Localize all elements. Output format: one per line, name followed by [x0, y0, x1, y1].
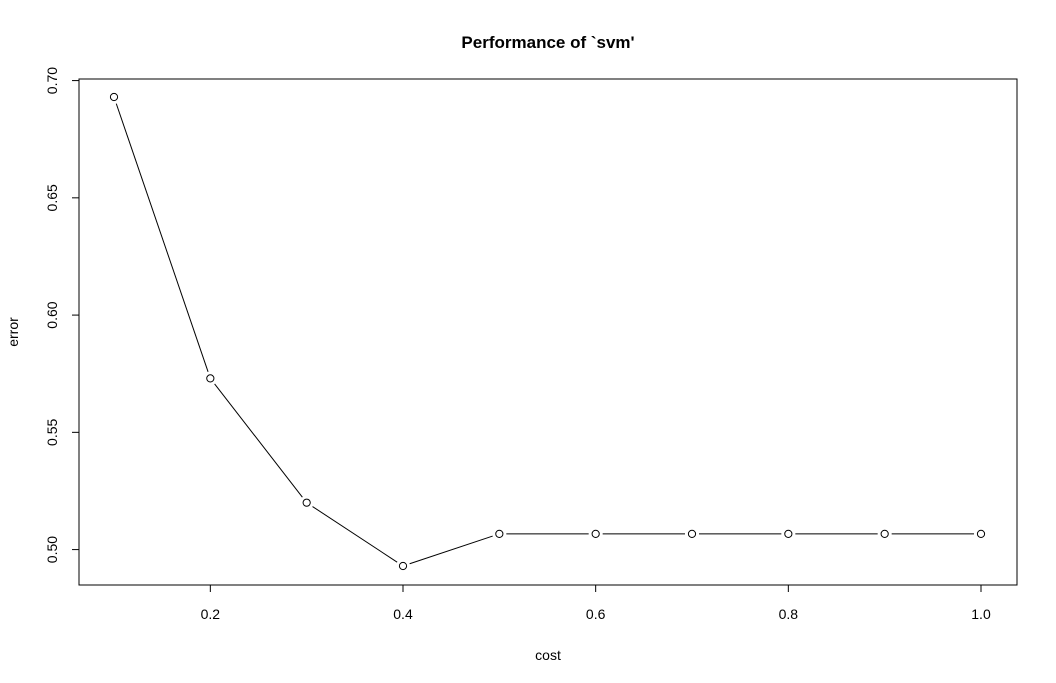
y-tick-label: 0.70 [44, 67, 60, 94]
data-point [302, 498, 311, 507]
data-point [109, 92, 119, 102]
line-segment [312, 506, 398, 563]
y-axis-label: error [5, 317, 21, 347]
y-tick-label: 0.60 [44, 301, 60, 328]
y-tick-label: 0.55 [44, 418, 60, 445]
data-point [784, 529, 793, 538]
y-tick-label: 0.65 [44, 184, 60, 211]
data-point [206, 374, 215, 383]
chart-title: Performance of `svm' [461, 33, 634, 52]
series-line [115, 103, 974, 565]
data-point [880, 529, 889, 538]
line-segment [115, 103, 209, 372]
plot-frame [78, 78, 1018, 586]
data-point [687, 529, 697, 538]
x-tick-label: 0.4 [393, 606, 413, 622]
data-point [495, 529, 504, 538]
line-segment [214, 383, 303, 498]
data-point [976, 529, 986, 538]
y-tick-label: 0.50 [44, 536, 60, 563]
x-axis-label: cost [535, 647, 561, 663]
x-tick-label: 1.0 [971, 606, 991, 622]
series-points [109, 92, 986, 571]
line-segment [409, 535, 493, 565]
x-tick-label: 0.6 [586, 606, 606, 622]
x-tick-label: 0.2 [201, 606, 221, 622]
data-point [591, 529, 600, 538]
x-axis: 0.2 0.4 0.6 0.8 1.0 [201, 584, 991, 622]
y-axis: 0.50 0.55 0.60 0.65 0.70 [44, 67, 80, 563]
data-point [398, 561, 408, 571]
x-tick-label: 0.8 [779, 606, 799, 622]
